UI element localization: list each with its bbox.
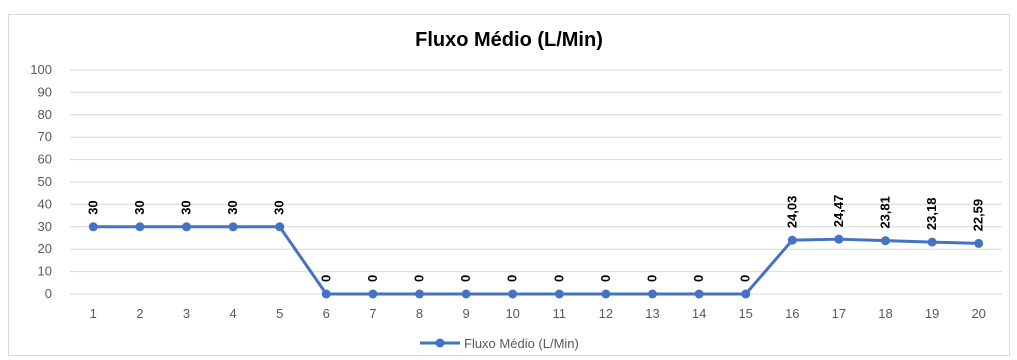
x-tick-label: 19 xyxy=(925,306,939,321)
data-point xyxy=(974,238,984,248)
y-tick-label: 0 xyxy=(45,286,52,301)
x-tick-label: 9 xyxy=(462,306,469,321)
data-point xyxy=(275,222,285,232)
y-tick-label: 20 xyxy=(38,241,52,256)
x-tick-label: 13 xyxy=(645,306,659,321)
data-point xyxy=(834,234,844,244)
data-label: 24,47 xyxy=(831,195,846,228)
data-labels: 30 30 30 30 30 0 0 0 0 0 0 0 0 0 0 24,03 24,47 23,81 23,18… xyxy=(85,195,985,282)
data-label: 0 xyxy=(458,275,473,282)
legend-entry: Fluxo Médio (L/Min) xyxy=(464,336,579,351)
data-label: 22,59 xyxy=(971,199,986,232)
x-tick-label: 6 xyxy=(323,306,330,321)
data-label: 30 xyxy=(85,200,100,214)
y-tick-label: 40 xyxy=(38,196,52,211)
y-tick-label: 30 xyxy=(38,219,52,234)
data-point xyxy=(135,222,145,232)
chart-title: Fluxo Médio (L/Min) xyxy=(415,29,603,51)
y-tick-label: 70 xyxy=(38,129,52,144)
gridlines xyxy=(70,69,1002,295)
y-axis-tick-labels: 0 10 20 30 40 50 60 70 80 90 100 xyxy=(30,62,52,301)
data-label: 24,03 xyxy=(784,196,799,229)
data-label: 0 xyxy=(365,275,380,282)
data-point xyxy=(554,289,564,299)
data-point xyxy=(368,289,378,299)
y-tick-label: 50 xyxy=(38,174,52,189)
data-point xyxy=(321,289,331,299)
data-label: 0 xyxy=(691,275,706,282)
x-tick-label: 2 xyxy=(136,306,143,321)
x-tick-label: 18 xyxy=(878,306,892,321)
x-tick-label: 11 xyxy=(553,306,567,321)
data-label: 0 xyxy=(318,275,333,282)
data-point xyxy=(601,289,611,299)
series-line xyxy=(93,225,979,296)
data-point xyxy=(648,289,657,299)
x-tick-label: 7 xyxy=(369,306,376,321)
data-point xyxy=(228,222,238,232)
data-label: 23,81 xyxy=(878,196,893,229)
data-point xyxy=(182,222,191,232)
y-tick-label: 90 xyxy=(38,84,52,99)
x-tick-label: 10 xyxy=(505,306,519,321)
data-label: 0 xyxy=(738,275,753,282)
x-tick-label: 12 xyxy=(599,306,613,321)
data-point xyxy=(88,222,98,232)
y-tick-label: 60 xyxy=(38,152,52,167)
data-label: 0 xyxy=(551,275,566,282)
data-label: 23,18 xyxy=(924,198,939,231)
data-point xyxy=(787,235,797,245)
y-tick-label: 100 xyxy=(30,62,52,77)
data-point xyxy=(461,289,471,299)
x-tick-label: 4 xyxy=(229,306,236,321)
data-label: 30 xyxy=(132,200,147,214)
x-tick-label: 5 xyxy=(276,306,283,321)
x-tick-label: 15 xyxy=(738,306,752,321)
data-label: 0 xyxy=(412,275,427,282)
legend: Fluxo Médio (L/Min) xyxy=(420,336,579,351)
data-point xyxy=(415,289,424,299)
data-label: 30 xyxy=(272,200,287,214)
data-label: 0 xyxy=(645,275,660,282)
x-tick-label: 20 xyxy=(971,306,985,321)
data-point xyxy=(741,289,751,299)
data-point xyxy=(694,289,704,299)
data-point xyxy=(881,236,890,246)
series-line-layer xyxy=(93,225,979,296)
x-tick-label: 8 xyxy=(416,306,423,321)
chart-area: Fluxo Médio (L/Min) xyxy=(8,14,1010,356)
y-tick-label: 80 xyxy=(38,107,52,122)
x-tick-label: 14 xyxy=(692,306,706,321)
x-tick-label: 3 xyxy=(183,306,190,321)
x-tick-label: 1 xyxy=(90,306,97,321)
data-points xyxy=(88,222,984,299)
x-tick-label: 17 xyxy=(832,306,846,321)
data-label: 0 xyxy=(598,275,613,282)
data-point xyxy=(508,289,518,299)
data-label: 30 xyxy=(179,200,194,214)
data-label: 0 xyxy=(505,275,520,282)
legend-marker xyxy=(435,338,445,348)
y-tick-label: 10 xyxy=(38,264,52,279)
data-label: 30 xyxy=(225,200,240,214)
x-tick-label: 16 xyxy=(785,306,799,321)
data-point xyxy=(927,237,937,247)
x-axis-tick-labels: 1 2 3 4 5 6 7 8 9 10 11 12 13 14 15 16 17 18 19 20 xyxy=(90,306,986,321)
